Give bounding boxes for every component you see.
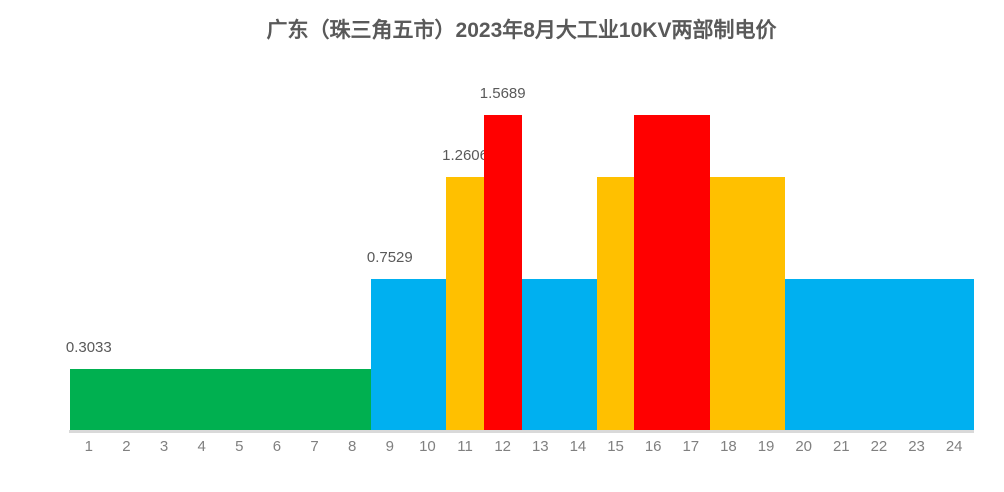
x-tick-21: 21: [832, 438, 850, 455]
bar-hour-24: [935, 278, 974, 430]
x-tick-16: 16: [644, 438, 662, 455]
x-tick-18: 18: [720, 438, 737, 455]
bar-hour-5: [220, 369, 259, 430]
x-tick-11: 11: [457, 438, 473, 455]
x-tick-23: 23: [908, 438, 925, 455]
x-tick-22: 22: [870, 438, 888, 455]
x-tick-14: 14: [569, 438, 587, 455]
x-tick-20: 20: [795, 438, 813, 455]
bar-hour-13: [521, 278, 560, 430]
bar-hour-11: [446, 176, 485, 430]
bar-hour-9: [371, 278, 410, 430]
x-tick-7: 7: [310, 438, 319, 455]
bar-hour-7: [295, 369, 334, 430]
bar-hour-10: [408, 278, 447, 430]
bar-hour-4: [182, 369, 222, 430]
bar-hour-14: [559, 278, 598, 430]
plot-area: 1 2 3 4 5 6 7 8 9 10 11 12 13 14 15 16 17 18 19 20 21 22 23 24 0…: [66, 0, 974, 455]
x-tick-19: 19: [757, 438, 775, 455]
bar-hour-15: [596, 176, 635, 430]
x-tick-13: 13: [531, 438, 549, 455]
bar-hour-6: [258, 369, 297, 430]
bar-hour-18: [709, 176, 748, 430]
x-tick-24: 24: [945, 438, 963, 455]
chart-title: 广东（珠三角五市）2023年8月大工业10KV两部制电价: [266, 19, 777, 42]
data-label-hour-11: 1.2606: [442, 146, 489, 164]
bar-hour-1: [70, 369, 109, 430]
x-tick-6: 6: [272, 438, 282, 455]
x-tick-15: 15: [607, 438, 624, 455]
data-label-hour-12: 1.5689: [479, 84, 526, 102]
x-tick-1: 1: [84, 438, 93, 455]
bar-hour-3: [145, 369, 184, 430]
bar-hour-19: [747, 176, 786, 430]
x-axis-line: [69, 430, 974, 433]
x-tick-4: 4: [197, 438, 206, 455]
x-tick-8: 8: [348, 438, 357, 455]
bar-hour-23: [897, 278, 936, 430]
x-tick-17: 17: [682, 438, 700, 455]
bar-hour-16: [634, 114, 673, 430]
bar-hour-12: [483, 114, 523, 430]
x-tick-2: 2: [122, 438, 131, 455]
bar-hour-2: [107, 369, 146, 430]
bar-hour-8: [333, 369, 372, 430]
data-label-hour-1: 0.3033: [65, 339, 112, 357]
x-tick-5: 5: [235, 438, 244, 455]
x-tick-9: 9: [385, 438, 394, 455]
bar-hour-22: [860, 278, 899, 430]
x-tick-10: 10: [419, 438, 436, 455]
bar-hour-20: [784, 278, 824, 430]
x-tick-12: 12: [494, 438, 512, 455]
x-tick-3: 3: [159, 438, 169, 455]
bar-hour-21: [822, 278, 861, 430]
bar-hour-17: [672, 114, 711, 430]
data-label-hour-9: 0.7529: [366, 248, 413, 266]
